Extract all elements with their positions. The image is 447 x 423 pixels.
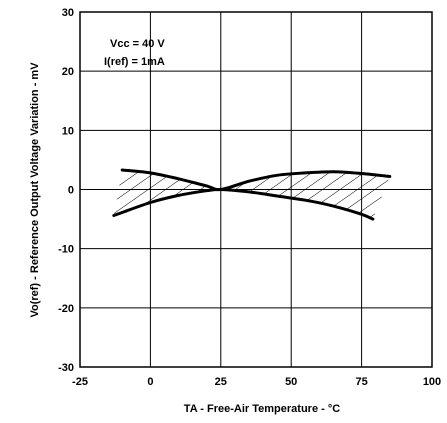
y-axis-title: Vo(ref) - Reference Output Voltage Varia… [29,62,41,318]
x-tick-label: -25 [72,376,88,388]
y-tick-label: -10 [58,244,74,256]
y-tick-label: 20 [62,66,74,78]
hatched-band [113,170,390,220]
y-tick-label: -30 [58,362,74,374]
y-tick-label: -20 [58,303,74,315]
y-tick-label: 10 [62,125,74,137]
vcc-annotation: Vcc = 40 V [110,38,165,50]
iref-annotation: I(ref) = 1mA [104,56,165,68]
x-tick-labels: -25 0 25 50 75 100 [72,376,441,388]
lower-variation-curve [112,187,375,221]
x-tick-label: 50 [285,376,297,388]
y-tick-label: 0 [68,185,74,197]
x-tick-label: 0 [147,376,153,388]
upper-variation-curve [120,168,392,192]
x-axis-title: TA - Free-Air Temperature - °C [184,403,340,415]
y-tick-label: 30 [62,7,74,19]
x-tick-label: 25 [215,376,227,388]
plot-frame [79,11,433,368]
y-tick-labels: 30 20 10 0 -10 -20 -30 [58,7,74,374]
x-tick-label: 75 [355,376,367,388]
x-tick-label: 100 [423,376,441,388]
